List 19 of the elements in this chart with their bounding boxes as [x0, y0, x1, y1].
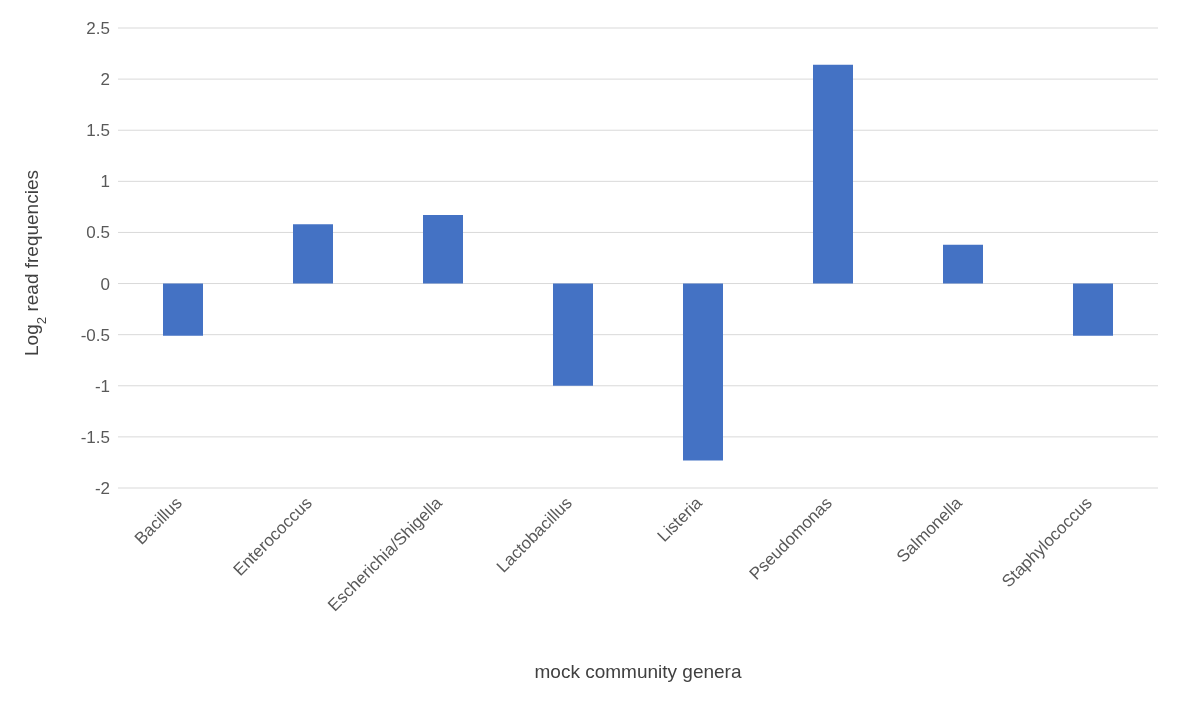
y-tick-label: -1 [94, 376, 110, 396]
bar [423, 215, 463, 284]
y-tick-label: 2.5 [86, 19, 110, 39]
bar [553, 283, 593, 386]
y-tick-label: 2 [100, 70, 110, 90]
y-tick-label: 0 [100, 274, 110, 294]
y-tick-label: -1.5 [80, 427, 110, 447]
y-tick-label: 1.5 [86, 121, 110, 141]
y-tick-label: 1 [100, 172, 110, 192]
bar [683, 283, 723, 461]
bar [163, 283, 203, 336]
bar [813, 64, 853, 284]
bar [1073, 283, 1113, 336]
y-tick-label: 0.5 [86, 223, 110, 243]
bar [943, 244, 983, 284]
bar [293, 224, 333, 284]
y-tick-label: -2 [94, 479, 110, 499]
x-axis-title: mock community genera [534, 661, 742, 682]
y-tick-label: -0.5 [80, 325, 110, 345]
